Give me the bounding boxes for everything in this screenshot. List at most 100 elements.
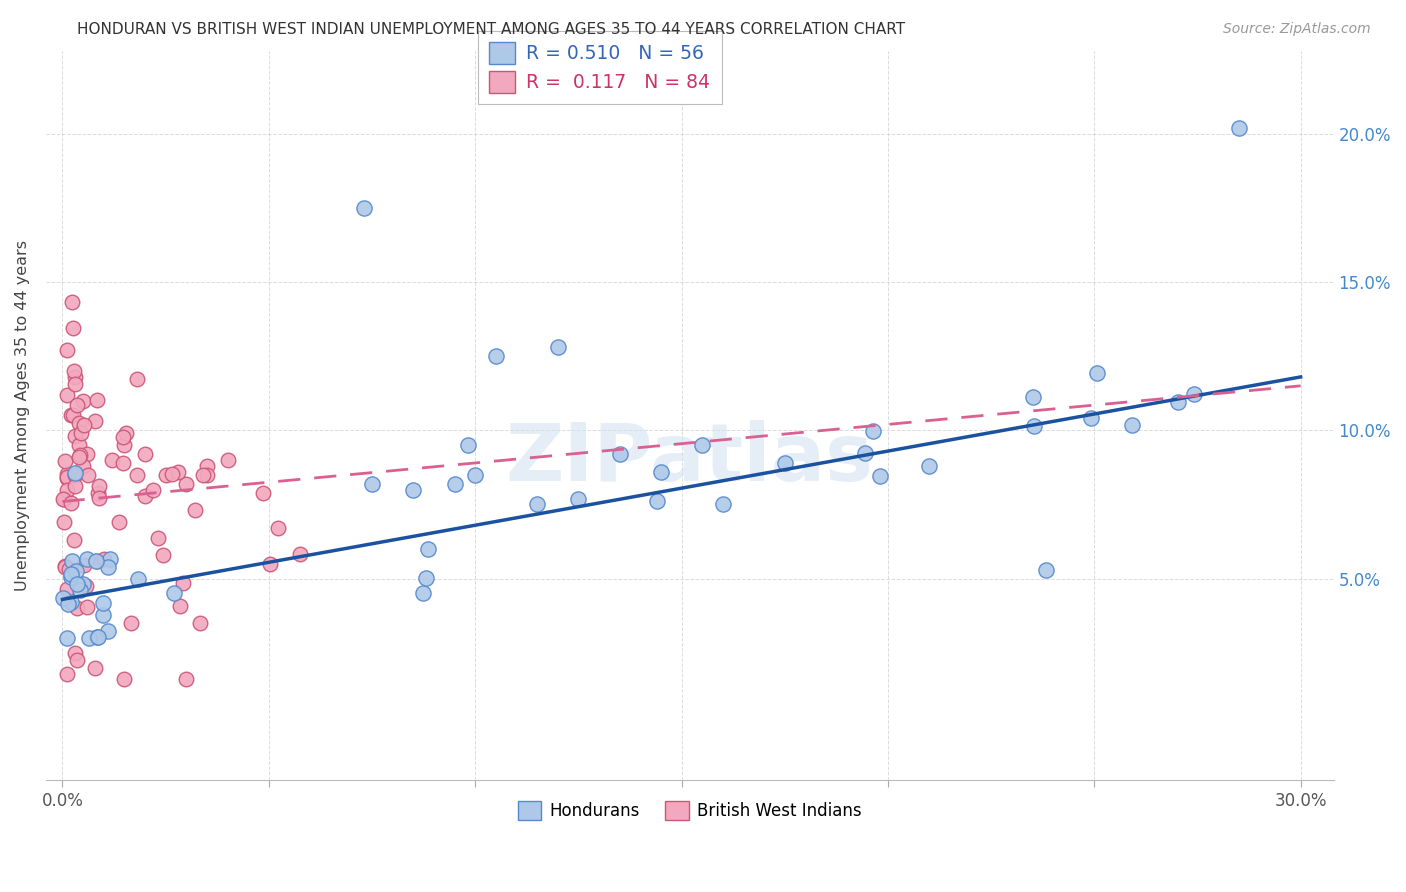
Point bbox=[53, 560, 76, 574]
Point bbox=[91, 596, 114, 610]
Point bbox=[418, 542, 440, 557]
Point bbox=[56, 631, 79, 645]
Point bbox=[134, 489, 156, 503]
Point bbox=[1227, 120, 1250, 135]
Point bbox=[120, 615, 142, 630]
Point bbox=[91, 608, 114, 623]
Point bbox=[167, 465, 190, 479]
Point bbox=[290, 547, 312, 561]
Point bbox=[127, 572, 149, 586]
Point bbox=[84, 414, 107, 428]
Point bbox=[60, 295, 83, 310]
Point bbox=[1085, 367, 1108, 381]
Point bbox=[98, 552, 121, 566]
Point bbox=[361, 476, 384, 491]
Point bbox=[55, 343, 77, 358]
Point bbox=[60, 554, 83, 568]
Point bbox=[609, 447, 631, 461]
Point bbox=[259, 557, 281, 571]
Point bbox=[59, 567, 82, 582]
Point bbox=[52, 591, 75, 605]
Point bbox=[52, 492, 75, 507]
Point bbox=[72, 577, 94, 591]
Point bbox=[55, 582, 77, 597]
Point bbox=[97, 624, 120, 639]
Text: ZIPatlas: ZIPatlas bbox=[506, 420, 875, 499]
Point bbox=[169, 599, 191, 613]
Point bbox=[86, 630, 108, 644]
Point bbox=[650, 465, 672, 479]
Point bbox=[163, 586, 186, 600]
Point bbox=[87, 479, 110, 493]
Point bbox=[1022, 418, 1045, 433]
Point bbox=[862, 424, 884, 438]
Point bbox=[183, 503, 205, 517]
Point bbox=[142, 483, 165, 497]
Point bbox=[134, 447, 156, 461]
Point bbox=[55, 388, 77, 402]
Point bbox=[93, 551, 115, 566]
Point bbox=[65, 466, 87, 480]
Point bbox=[63, 646, 86, 660]
Point bbox=[56, 597, 79, 611]
Point bbox=[62, 320, 84, 334]
Text: Source: ZipAtlas.com: Source: ZipAtlas.com bbox=[1223, 22, 1371, 37]
Point bbox=[415, 570, 437, 584]
Point bbox=[63, 467, 86, 482]
Point bbox=[76, 552, 98, 566]
Point bbox=[217, 453, 239, 467]
Point bbox=[567, 491, 589, 506]
Point bbox=[55, 666, 77, 681]
Point bbox=[485, 349, 508, 363]
Point bbox=[66, 653, 89, 667]
Point bbox=[87, 491, 110, 505]
Point bbox=[1080, 411, 1102, 425]
Point bbox=[690, 438, 713, 452]
Point bbox=[63, 429, 86, 443]
Point bbox=[188, 616, 211, 631]
Point bbox=[66, 398, 89, 412]
Point bbox=[195, 467, 218, 482]
Point bbox=[412, 586, 434, 600]
Point bbox=[53, 491, 76, 506]
Point bbox=[87, 486, 110, 500]
Point bbox=[172, 575, 194, 590]
Point bbox=[69, 583, 91, 598]
Point bbox=[86, 630, 108, 644]
Point bbox=[76, 447, 98, 461]
Point bbox=[63, 370, 86, 384]
Point bbox=[267, 521, 290, 535]
Point bbox=[526, 498, 548, 512]
Point bbox=[125, 467, 148, 482]
Point bbox=[65, 376, 87, 391]
Point bbox=[1035, 563, 1057, 577]
Point bbox=[76, 600, 98, 615]
Point bbox=[111, 456, 134, 470]
Point bbox=[75, 578, 97, 592]
Point bbox=[1166, 395, 1188, 409]
Point bbox=[125, 372, 148, 386]
Point bbox=[73, 418, 96, 433]
Point bbox=[918, 458, 941, 473]
Point bbox=[111, 430, 134, 444]
Point bbox=[1022, 390, 1045, 404]
Point bbox=[67, 438, 90, 452]
Point bbox=[66, 576, 89, 591]
Point bbox=[112, 438, 135, 452]
Point bbox=[66, 601, 89, 615]
Point bbox=[1121, 418, 1143, 433]
Point bbox=[191, 468, 214, 483]
Point bbox=[174, 673, 197, 687]
Point bbox=[464, 467, 486, 482]
Point bbox=[252, 485, 274, 500]
Point bbox=[853, 446, 876, 460]
Point bbox=[1182, 387, 1205, 401]
Point bbox=[67, 416, 90, 430]
Point bbox=[55, 471, 77, 485]
Text: HONDURAN VS BRITISH WEST INDIAN UNEMPLOYMENT AMONG AGES 35 TO 44 YEARS CORRELATI: HONDURAN VS BRITISH WEST INDIAN UNEMPLOY… bbox=[77, 22, 905, 37]
Point bbox=[96, 560, 118, 574]
Point bbox=[72, 458, 94, 473]
Point bbox=[63, 479, 86, 493]
Point bbox=[174, 476, 197, 491]
Point bbox=[457, 437, 479, 451]
